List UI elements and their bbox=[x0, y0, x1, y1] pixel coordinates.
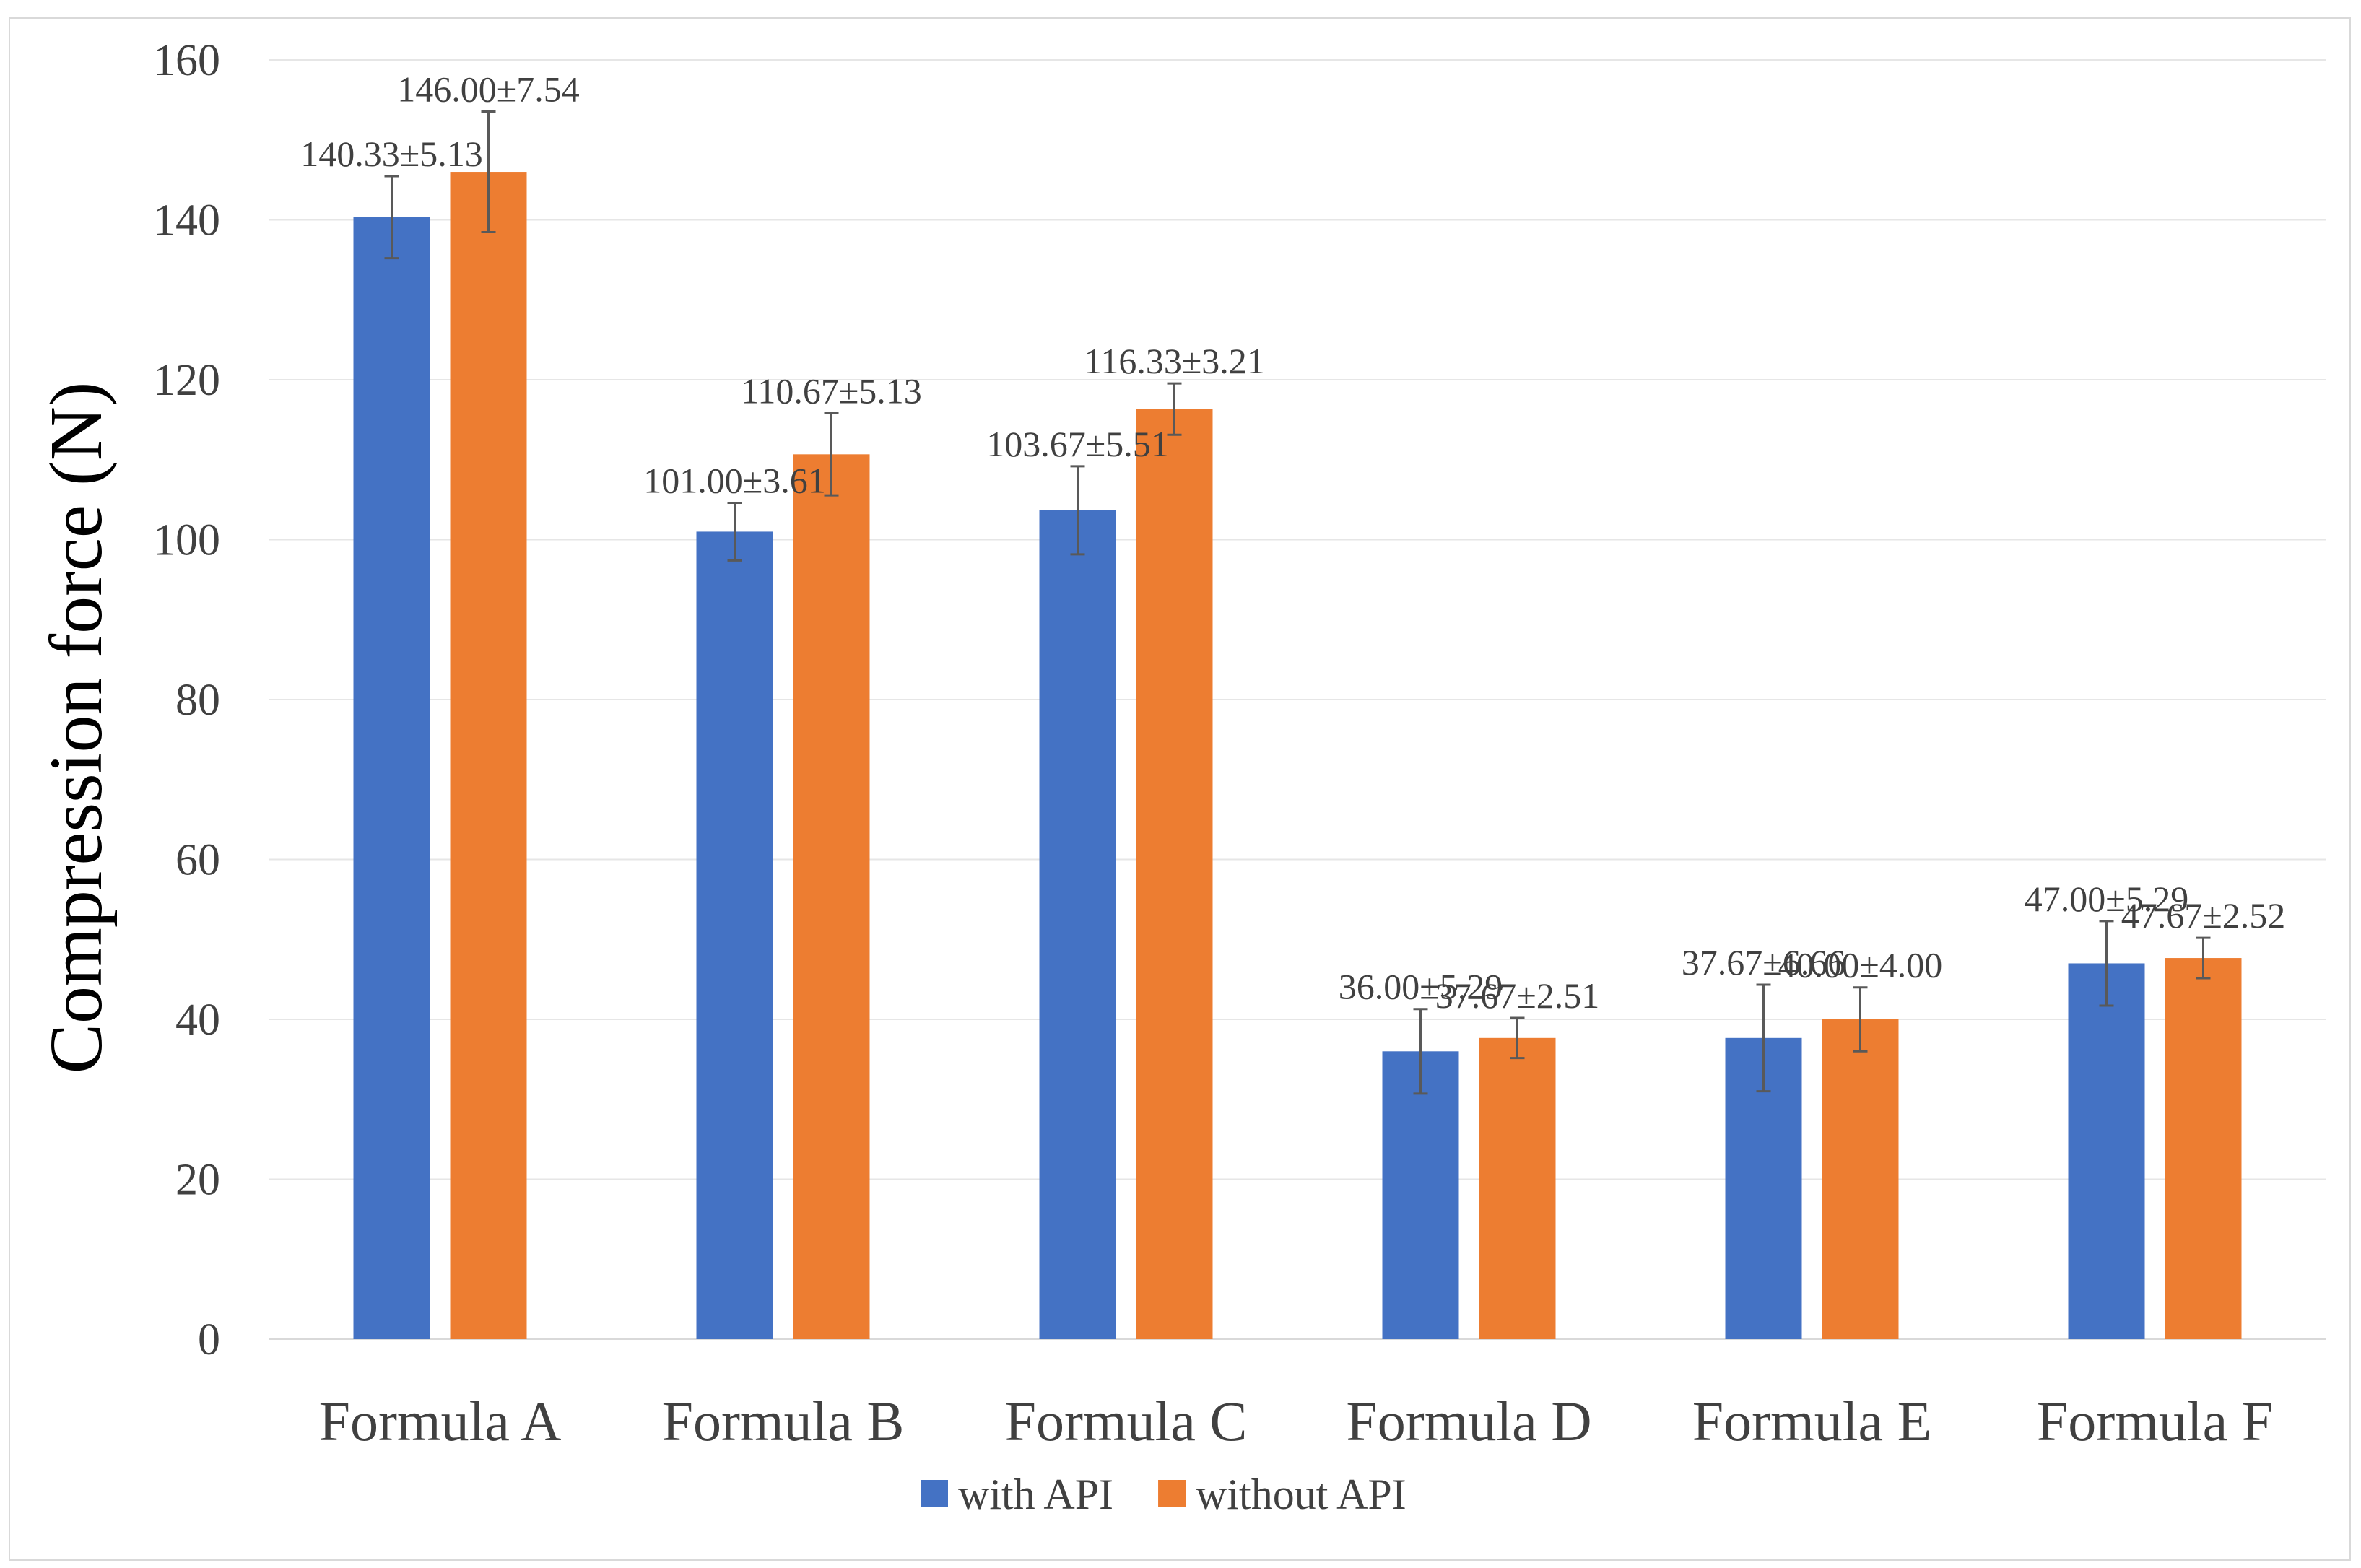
y-tick-label: 100 bbox=[153, 516, 220, 565]
legend-label: without API bbox=[1196, 1471, 1406, 1518]
y-axis-label: Compression force (N) bbox=[35, 382, 118, 1074]
category-label: Formula B bbox=[662, 1390, 905, 1452]
bar-with-api bbox=[2068, 963, 2145, 1339]
data-label: 103.67±5.51 bbox=[986, 424, 1168, 464]
error-bars bbox=[384, 110, 2211, 1095]
bar-without-api bbox=[793, 454, 870, 1339]
data-label: 47.67±2.52 bbox=[2121, 895, 2285, 936]
y-tick-label: 0 bbox=[198, 1315, 220, 1364]
data-label: 140.33±5.13 bbox=[300, 134, 482, 174]
category-label: Formula D bbox=[1346, 1390, 1591, 1452]
data-label: 101.00±3.61 bbox=[643, 460, 825, 500]
category-label: Formula F bbox=[2037, 1390, 2273, 1452]
legend-swatch bbox=[921, 1480, 948, 1507]
category-label: Formula E bbox=[1692, 1390, 1931, 1452]
y-tick-label: 80 bbox=[175, 676, 220, 725]
bar-without-api bbox=[1822, 1019, 1899, 1339]
bar-with-api bbox=[696, 531, 773, 1339]
y-tick-label: 140 bbox=[153, 196, 220, 245]
bars bbox=[353, 172, 2242, 1340]
x-axis-categories: Formula A Formula B Formula C Formula D Form… bbox=[319, 1390, 2274, 1452]
y-tick-label: 60 bbox=[175, 836, 220, 885]
bar-without-api bbox=[1136, 409, 1213, 1339]
y-tick-label: 20 bbox=[175, 1156, 220, 1205]
data-label: 146.00±7.54 bbox=[397, 69, 579, 110]
gridlines bbox=[269, 59, 2326, 1340]
bar-with-api bbox=[1039, 510, 1116, 1339]
category-label: Formula C bbox=[1005, 1390, 1248, 1452]
data-label: 37.67±6.66 bbox=[1682, 942, 1845, 983]
legend-label: with API bbox=[958, 1471, 1113, 1518]
bar-without-api bbox=[1479, 1037, 1556, 1339]
data-label: 47.00±5.29 bbox=[2025, 879, 2188, 919]
data-labels: 140.33±5.13 146.00±7.54 101.00±3.61 110.67±… bbox=[300, 69, 2285, 1016]
legend-swatch bbox=[1158, 1480, 1186, 1507]
y-axis-ticks: 0 20 40 60 80 100 120 140 160 bbox=[153, 36, 220, 1364]
bar-with-api bbox=[1382, 1051, 1459, 1339]
y-tick-label: 160 bbox=[153, 36, 220, 85]
bar-without-api bbox=[2165, 958, 2242, 1339]
data-label: 40.00±4.00 bbox=[1778, 945, 1942, 985]
data-label: 37.67±2.51 bbox=[1435, 975, 1599, 1016]
y-tick-label: 120 bbox=[153, 356, 220, 405]
data-label: 110.67±5.13 bbox=[741, 371, 922, 411]
data-label: 36.00±5.29 bbox=[1339, 967, 1503, 1007]
category-label: Formula A bbox=[319, 1390, 562, 1452]
data-label: 116.33±3.21 bbox=[1084, 341, 1265, 381]
y-tick-label: 40 bbox=[175, 996, 220, 1045]
legend: with API without API bbox=[921, 1471, 1406, 1518]
bar-without-api bbox=[450, 172, 527, 1339]
bar-with-api bbox=[353, 217, 430, 1340]
